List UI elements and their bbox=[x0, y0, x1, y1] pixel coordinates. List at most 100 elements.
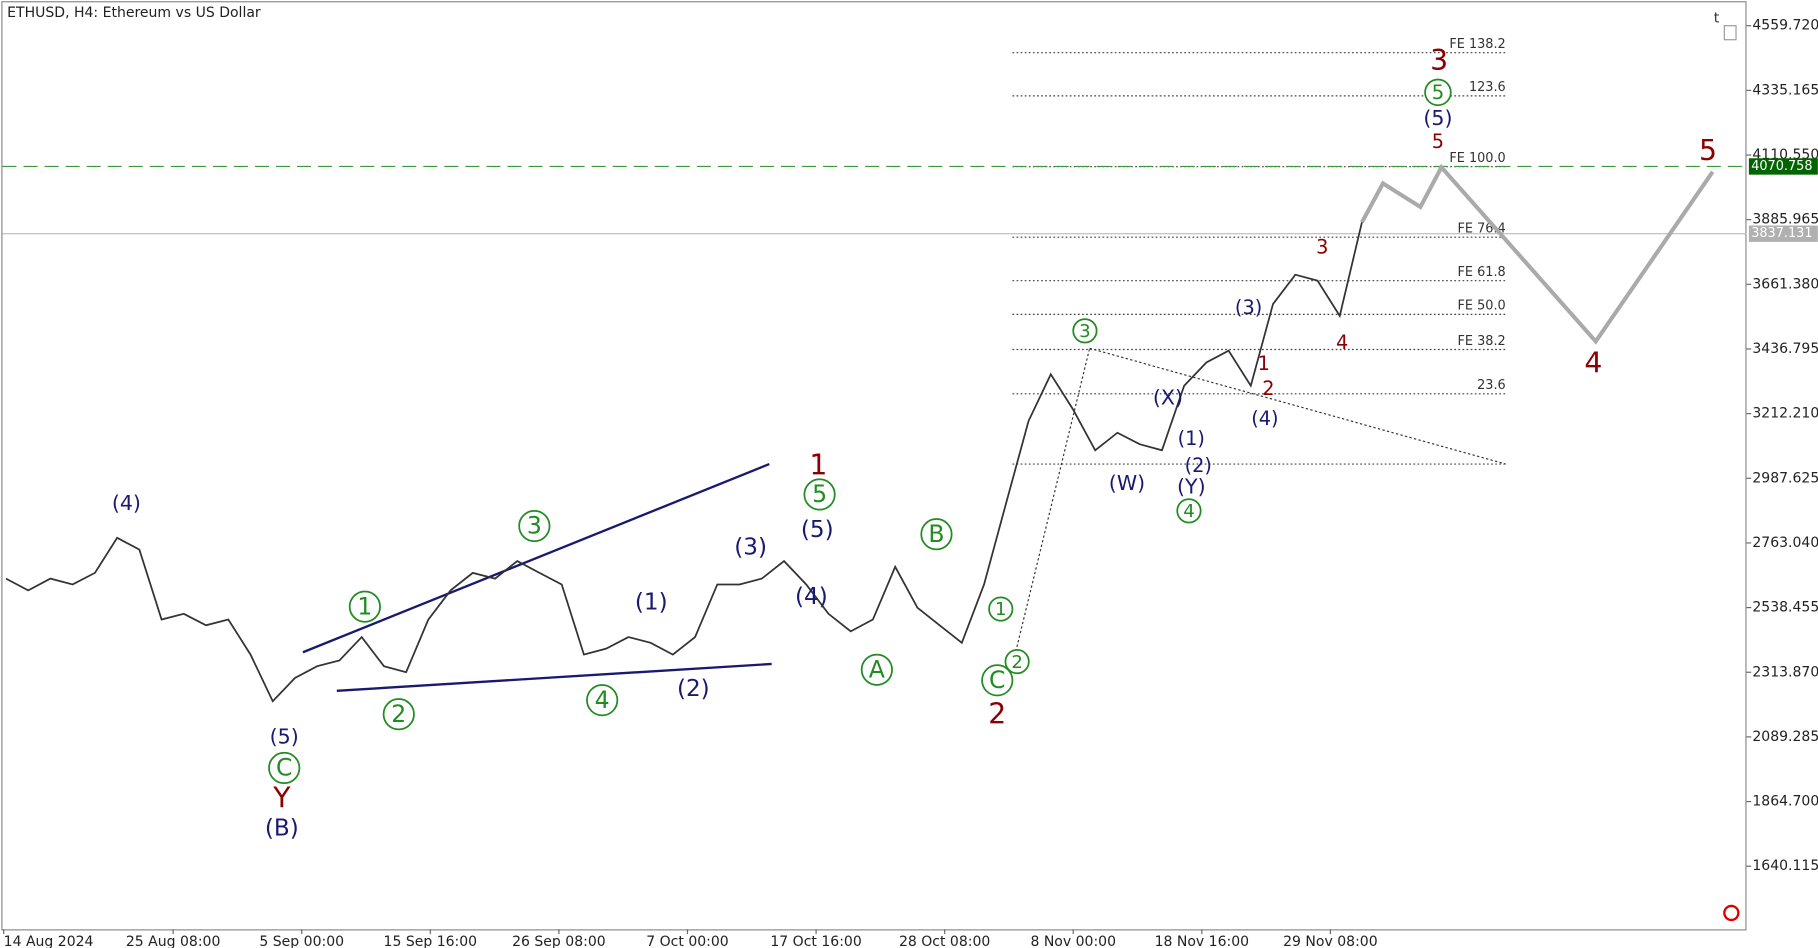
wave-label: (1) bbox=[635, 590, 668, 616]
wave-label: B bbox=[928, 520, 944, 548]
plot-frame bbox=[1, 1, 1747, 931]
wave-label: 3 bbox=[1430, 44, 1448, 77]
wave-label: (2) bbox=[677, 676, 710, 702]
wave-circle bbox=[988, 596, 1014, 622]
fib-label: FE 138.2 bbox=[1449, 37, 1505, 52]
wave-label: (1) bbox=[1178, 427, 1205, 450]
wave-label: (5) bbox=[801, 517, 834, 543]
y-tick-label: 1864.700 bbox=[1752, 794, 1818, 810]
wave-circle bbox=[860, 653, 893, 686]
chart-title: ETHUSD, H4: Ethereum vs US Dollar bbox=[7, 5, 261, 21]
wave-label: 4 bbox=[595, 686, 610, 714]
fib-base-line bbox=[1089, 347, 1506, 465]
y-tick-label: 4559.720 bbox=[1752, 18, 1818, 34]
wave-label: 4 bbox=[1584, 347, 1602, 380]
x-tick-label: 26 Sep 08:00 bbox=[512, 934, 606, 948]
x-tick-label: 17 Oct 16:00 bbox=[770, 934, 861, 948]
y-tick-label: 2538.455 bbox=[1752, 600, 1818, 616]
wave-label: 1 bbox=[357, 592, 372, 620]
wave-label: 3 bbox=[1079, 321, 1091, 342]
wave-label: 1 bbox=[1258, 352, 1270, 375]
x-tick-label: 14 Aug 2024 bbox=[4, 934, 94, 948]
wave-label: Y bbox=[272, 782, 291, 815]
wave-circle bbox=[1424, 78, 1452, 107]
wave-label: C bbox=[989, 666, 1005, 694]
price-label: 4070.758 bbox=[1751, 159, 1812, 174]
wave-label: C bbox=[276, 754, 292, 782]
trendline bbox=[336, 662, 772, 693]
alert-icon[interactable] bbox=[1723, 904, 1740, 922]
toolbar-icon[interactable] bbox=[1723, 25, 1737, 41]
wave-label: (4) bbox=[112, 491, 141, 515]
wave-label: 4 bbox=[1336, 331, 1348, 354]
x-tick-label: 29 Nov 08:00 bbox=[1283, 934, 1378, 948]
wave-label: (3) bbox=[1235, 296, 1262, 319]
wave-label: (B) bbox=[265, 815, 299, 841]
y-tick-label: 2763.040 bbox=[1752, 535, 1818, 551]
wave-label: 5 bbox=[1432, 130, 1444, 153]
wave-label: 4 bbox=[1183, 501, 1195, 522]
wave-label: (5) bbox=[270, 725, 299, 749]
wave-label: 1 bbox=[809, 448, 827, 481]
wave-circle bbox=[803, 478, 836, 511]
wave-label: 2 bbox=[391, 700, 406, 728]
y-tick-label: 3661.380 bbox=[1752, 276, 1818, 292]
trendline bbox=[302, 462, 770, 654]
wave-label: A bbox=[869, 655, 885, 683]
wave-label: (2) bbox=[1185, 454, 1212, 477]
wave-label: 2 bbox=[988, 697, 1006, 730]
wave-label: 3 bbox=[1316, 235, 1328, 258]
y-tick-label: 3885.965 bbox=[1752, 212, 1818, 228]
fib-label: FE 100.0 bbox=[1449, 151, 1505, 166]
wave-circle bbox=[1072, 318, 1098, 344]
wave-label: 2 bbox=[1262, 377, 1274, 400]
toolbar-icon[interactable]: t bbox=[1714, 11, 1720, 27]
y-tick-label: 2313.870 bbox=[1752, 664, 1818, 680]
y-tick-label: 1640.115 bbox=[1752, 858, 1818, 874]
wave-label: 5 bbox=[812, 480, 827, 508]
x-tick-label: 5 Sep 00:00 bbox=[259, 934, 344, 948]
wave-circle bbox=[382, 698, 415, 731]
fib-label: 123.6 bbox=[1469, 80, 1506, 95]
fib-label: FE 61.8 bbox=[1458, 265, 1506, 280]
wave-circle bbox=[920, 518, 953, 551]
projection-path bbox=[1360, 163, 1715, 345]
wave-label: (3) bbox=[734, 535, 767, 561]
wave-circle bbox=[586, 684, 619, 717]
wave-circle bbox=[348, 590, 381, 623]
wave-circle bbox=[1004, 649, 1030, 675]
wave-label: (W) bbox=[1109, 471, 1145, 495]
wave-label: 2 bbox=[1011, 652, 1023, 673]
price-box bbox=[1748, 158, 1818, 175]
y-tick-label: 2987.625 bbox=[1752, 470, 1818, 486]
wave-label: 5 bbox=[1699, 134, 1717, 167]
wave-label: 5 bbox=[1432, 81, 1445, 104]
x-tick-label: 25 Aug 08:00 bbox=[126, 934, 221, 948]
wave-circle bbox=[981, 664, 1014, 697]
wave-label: (5) bbox=[1423, 106, 1452, 130]
x-tick-label: 15 Sep 16:00 bbox=[384, 934, 478, 948]
fib-label: FE 50.0 bbox=[1458, 299, 1506, 314]
x-tick-label: 28 Oct 08:00 bbox=[899, 934, 990, 948]
x-tick-label: 8 Nov 00:00 bbox=[1030, 934, 1116, 948]
y-tick-label: 3212.210 bbox=[1752, 406, 1818, 422]
x-tick-label: 18 Nov 16:00 bbox=[1155, 934, 1250, 948]
y-tick-label: 4335.165 bbox=[1752, 82, 1818, 98]
wave-circle bbox=[268, 751, 301, 785]
price-line-series bbox=[5, 222, 1363, 703]
wave-label: (Y) bbox=[1177, 474, 1206, 498]
wave-label: (X) bbox=[1153, 386, 1183, 410]
y-tick-label: 2089.285 bbox=[1752, 729, 1818, 745]
fib-label: 23.6 bbox=[1477, 378, 1506, 393]
fib-base-line bbox=[1013, 348, 1091, 661]
wave-label: (4) bbox=[1251, 407, 1278, 430]
wave-circle bbox=[1176, 498, 1202, 524]
price-label: 3837.131 bbox=[1751, 226, 1812, 241]
y-tick-label: 3436.795 bbox=[1752, 341, 1818, 357]
price-box bbox=[1748, 225, 1818, 242]
wave-label: 3 bbox=[527, 512, 542, 540]
wave-label: 1 bbox=[995, 599, 1007, 620]
x-tick-label: 7 Oct 00:00 bbox=[646, 934, 728, 948]
